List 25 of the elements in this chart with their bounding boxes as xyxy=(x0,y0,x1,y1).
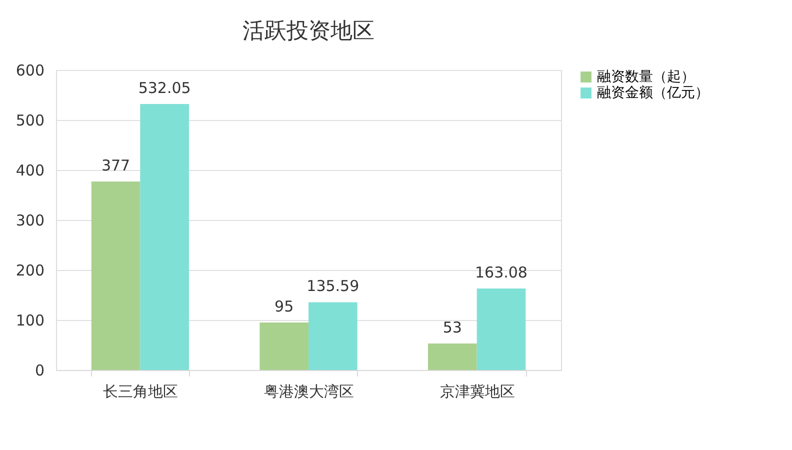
y-tick-label: 600 xyxy=(16,62,44,80)
legend-label: 融资金额（亿元） xyxy=(597,85,709,101)
data-label: 163.08 xyxy=(474,263,528,282)
bar xyxy=(140,104,189,370)
data-label: 95 xyxy=(274,298,294,316)
x-tick-label: 长三角地区 xyxy=(103,382,178,400)
bar xyxy=(476,288,526,370)
bar xyxy=(260,322,308,370)
bar xyxy=(91,182,140,370)
data-label: 53 xyxy=(442,318,462,336)
bar xyxy=(308,302,358,370)
legend-label: 融资数量（起） xyxy=(597,69,695,85)
x-tick-label: 粤港澳大湾区 xyxy=(264,382,354,400)
data-label: 377 xyxy=(101,156,130,174)
y-tick-label: 200 xyxy=(16,262,44,280)
y-tick-label: 100 xyxy=(16,312,44,330)
y-tick-label: 500 xyxy=(16,112,44,130)
bar xyxy=(428,344,477,370)
x-tick-label: 京津冀地区 xyxy=(440,382,515,400)
data-label: 135.59 xyxy=(306,277,360,296)
y-tick-label: 0 xyxy=(34,362,44,380)
y-tick-label: 400 xyxy=(16,162,44,180)
data-label: 532.05 xyxy=(138,78,191,97)
y-tick-label: 300 xyxy=(16,212,44,230)
chart-title: 活跃投资地区 xyxy=(242,19,374,44)
